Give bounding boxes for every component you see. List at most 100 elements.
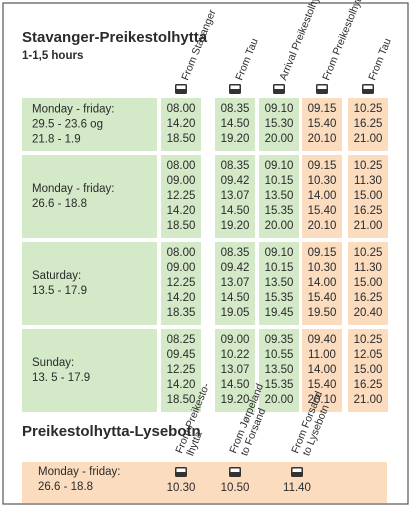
time: 20.00 [265,133,294,145]
time-column [302,242,342,325]
label-cell [22,155,157,238]
time: 10.25 [354,247,383,259]
time: 11.00 [308,349,336,361]
time-column [215,242,255,325]
time: 14.50 [221,118,250,130]
time-column [348,242,388,325]
time: 15.35 [265,379,294,391]
time: 09.00 [221,334,250,346]
time: 13.07 [221,277,250,289]
time: 20.10 [308,394,337,406]
time-column [348,98,388,151]
time: 10.25 [354,160,383,172]
time: 08.35 [221,103,250,115]
time: 20.00 [265,394,294,406]
time-column [348,329,388,412]
time: 21.00 [354,133,383,145]
time-column [161,329,201,412]
time-column [259,98,299,151]
time: 14.20 [167,379,196,391]
time-column [348,155,388,238]
time: 19.45 [265,307,294,319]
time: 19.20 [221,220,250,232]
time: 15.40 [308,205,337,217]
time: 11.40 [283,482,311,494]
time: 08.35 [221,160,250,172]
time: 12.25 [167,190,196,202]
time: 20.40 [354,307,383,319]
time: 16.25 [354,205,383,217]
block-label: Sunday: [32,357,74,369]
time: 15.40 [308,379,337,391]
time: 09.45 [167,349,196,361]
block-label: Monday - friday: [38,466,120,478]
time-column [259,329,299,412]
time: 15.00 [354,277,383,289]
time: 21.00 [354,394,383,406]
section-band [22,462,387,503]
time: 16.25 [354,292,383,304]
time: 13.50 [265,190,294,202]
time-column [302,98,342,151]
time: 09.42 [221,262,250,274]
time: 09.00 [167,262,196,274]
icons [175,84,374,477]
time: 10.15 [265,262,294,274]
time: 19.50 [308,307,337,319]
bus-window [230,85,240,89]
block-label: 13.5 - 17.9 [32,285,87,297]
time: 18.50 [167,220,196,232]
time: 10.30 [167,482,196,494]
bus-window [292,468,302,472]
time-column [215,329,255,412]
time: 19.20 [221,133,250,145]
time: 09.00 [167,175,196,187]
label-cell [22,242,157,325]
bus-window [274,85,284,89]
label-cell [22,98,157,151]
time: 20.10 [308,220,337,232]
time-column [259,242,299,325]
time: 14.20 [167,292,196,304]
time: 11.30 [354,262,382,274]
bus-window [317,85,327,89]
time: 09.10 [265,103,294,115]
block-label: Monday - friday: [32,183,114,195]
time: 15.40 [308,292,337,304]
time: 09.35 [265,334,294,346]
time: 10.30 [308,175,337,187]
time: 18.50 [167,133,196,145]
time: 08.00 [167,247,196,259]
time: 14.00 [308,364,337,376]
block-label: 26.6 - 18.8 [38,481,93,493]
time: 10.22 [221,349,250,361]
time: 10.25 [354,103,383,115]
time: 10.30 [308,262,337,274]
time: 13.50 [265,364,294,376]
time-column [215,98,255,151]
time: 20.00 [265,220,294,232]
time: 14.50 [221,292,250,304]
block-label: 26.6 - 18.8 [32,198,87,210]
time: 19.20 [221,394,250,406]
block-label: 13. 5 - 17.9 [32,372,90,384]
time-column [302,155,342,238]
time: 08.00 [167,160,196,172]
time: 16.25 [354,118,383,130]
bus-window [176,85,186,89]
label-cell [22,329,157,412]
time: 09.15 [308,247,337,259]
block-label: Saturday: [32,270,81,282]
time: 14.50 [221,205,250,217]
bus-window [230,468,240,472]
time: 12.25 [167,364,196,376]
time-column [302,329,342,412]
bus-window [176,468,186,472]
time: 15.00 [354,190,383,202]
time: 15.35 [265,292,294,304]
time: 14.50 [221,379,250,391]
time: 19.05 [221,307,250,319]
subtitle: 1-1,5 hours [22,50,83,62]
time: 10.55 [265,349,294,361]
